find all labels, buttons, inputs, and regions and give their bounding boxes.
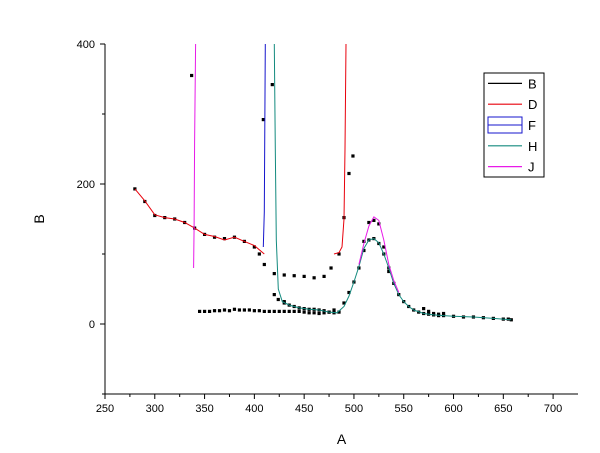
data-point [302, 310, 306, 314]
data-point [372, 218, 376, 222]
x-tick-label: 400 [245, 403, 263, 415]
data-point [282, 309, 286, 313]
data-point [422, 307, 426, 311]
y-tick-label: 0 [89, 319, 95, 331]
data-point [257, 252, 261, 256]
data-point [337, 252, 341, 256]
data-point [267, 309, 271, 313]
data-point [362, 239, 366, 243]
data-point [270, 83, 274, 87]
data-point [277, 309, 281, 313]
data-point [272, 293, 276, 297]
data-point [261, 118, 265, 122]
axes: 250 300 350 400 450 500 550 600 650 700 0 200 400 [77, 39, 578, 415]
x-tick-label: 700 [544, 403, 562, 415]
data-point [272, 309, 276, 313]
data-point [222, 308, 227, 312]
data-point [217, 309, 222, 313]
data-point [207, 309, 212, 313]
data-point [262, 262, 266, 267]
data-point [337, 310, 341, 314]
x-tick-label: 600 [444, 403, 462, 415]
data-point [262, 309, 266, 313]
x-axis-label: A [337, 431, 347, 447]
data-point [282, 300, 286, 304]
y-tick-label: 400 [77, 39, 95, 51]
data-point [347, 171, 351, 176]
data-point [252, 245, 256, 249]
x-tick-label: 650 [494, 403, 512, 415]
data-point [347, 290, 351, 295]
legend-entry-j: J [488, 160, 535, 175]
data-point [232, 307, 237, 311]
legend-label: D [528, 97, 537, 112]
data-point [329, 266, 333, 270]
data-point [307, 311, 311, 315]
data-point [351, 154, 355, 158]
data-point [441, 311, 446, 316]
x-tick-label: 300 [146, 403, 164, 415]
data-point [297, 309, 301, 313]
data-point [198, 309, 202, 313]
series-j-line [193, 43, 400, 293]
data-point [322, 274, 326, 278]
data-point [332, 308, 336, 312]
x-tick-label: 450 [295, 403, 313, 415]
data-point [292, 309, 296, 313]
data-point [190, 73, 194, 78]
data-point [252, 309, 256, 313]
data-point [242, 308, 247, 312]
data-point [202, 309, 207, 313]
data-point [287, 309, 291, 313]
data-point [276, 297, 280, 302]
data-point [212, 309, 217, 313]
data-point [302, 274, 306, 278]
data-point [322, 311, 326, 315]
data-point [237, 308, 242, 312]
x-tick-label: 550 [395, 403, 413, 415]
data-point [227, 309, 232, 313]
y-tick-label: 200 [77, 179, 95, 191]
x-tick-label: 350 [195, 403, 213, 415]
series-h-line [273, 43, 512, 321]
data-point [317, 311, 321, 316]
data-point [377, 222, 381, 226]
data-point [282, 273, 286, 277]
data-point [312, 311, 316, 315]
data-point [222, 237, 227, 241]
plot-area [133, 43, 513, 322]
data-point [432, 311, 436, 316]
legend-label: J [528, 160, 535, 175]
data-point [292, 274, 296, 278]
series-d-line [134, 43, 347, 255]
data-point [367, 220, 371, 225]
data-point [342, 301, 346, 305]
data-point [153, 213, 157, 218]
legend-entry-d: D [488, 97, 537, 112]
data-point [382, 245, 386, 249]
legend-label: B [528, 76, 537, 91]
legend-entry-f: F [487, 116, 536, 134]
data-point [362, 248, 366, 253]
legend-entry-h: H [488, 139, 537, 154]
data-point [312, 276, 316, 280]
legend-label: F [528, 118, 536, 133]
legend-entry-b: B [488, 76, 537, 91]
data-point [272, 272, 276, 276]
data-point [257, 309, 261, 313]
x-tick-label: 250 [96, 403, 114, 415]
series-f-line [262, 43, 266, 248]
data-point [436, 312, 441, 316]
data-point [212, 235, 217, 239]
y-axis-label: B [31, 214, 47, 223]
legend-label: H [528, 139, 537, 154]
data-point [133, 187, 137, 191]
data-point [247, 308, 251, 312]
data-point [387, 269, 391, 274]
x-tick-label: 500 [345, 403, 363, 415]
data-point [427, 309, 431, 313]
